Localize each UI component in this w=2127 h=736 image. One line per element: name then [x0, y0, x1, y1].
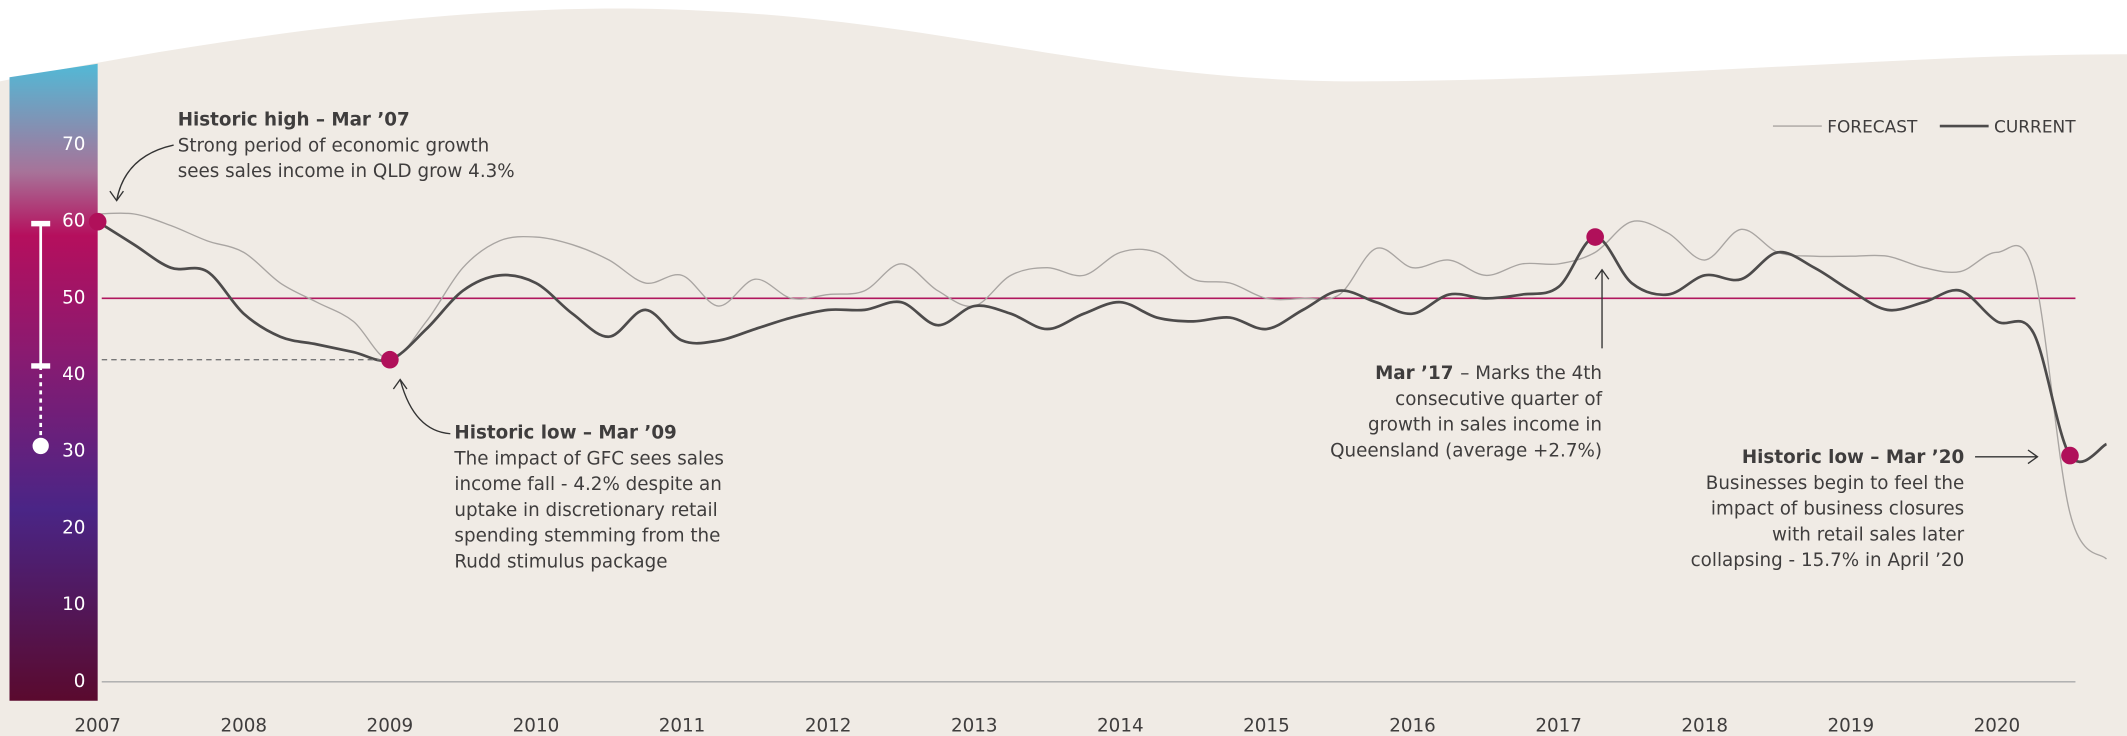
x-tick-label: 2008: [220, 716, 267, 736]
x-tick-label: 2010: [513, 716, 560, 736]
x-tick-label: 2019: [1828, 716, 1875, 736]
annotation-arrow: [115, 144, 174, 201]
annotation-line: The impact of GFC sees sales: [453, 448, 723, 469]
annotation-line: impact of business closures: [1711, 499, 1964, 520]
annotation-line: income fall - 4.2% despite an: [454, 474, 721, 495]
y-tick-label: 0: [74, 671, 86, 692]
annotation-line: with retail sales later: [1772, 524, 1965, 545]
series-line: [97, 212, 2108, 560]
y-tick-label: 60: [62, 211, 85, 232]
x-tick-label: 2018: [1681, 716, 1728, 736]
x-tick-label: 2014: [1097, 716, 1144, 736]
x-tick-label: 2017: [1535, 716, 1582, 736]
annotation: Mar ’17 – Marks the 4th: [1375, 363, 1602, 384]
legend-label: CURRENT: [1994, 116, 2076, 136]
x-tick-label: 2016: [1389, 716, 1436, 736]
highlight-point: [1586, 228, 1604, 246]
y-tick-label: 30: [62, 441, 85, 462]
annotation-line: sees sales income in QLD grow 4.3%: [178, 161, 515, 182]
legend: FORECAST CURRENT: [1772, 116, 2076, 136]
arrow-head: [392, 378, 408, 390]
annotation-label: Historic low – Mar ’09: [454, 423, 676, 444]
arrow-head: [109, 190, 124, 202]
x-tick-label: 2011: [659, 716, 706, 736]
x-tick-label: 2020: [1974, 716, 2021, 736]
annotation-label: Historic low – Mar ’20: [1742, 447, 1964, 468]
annotation-line: – Marks the 4th: [1460, 363, 1602, 384]
highlight-point: [88, 212, 107, 231]
annotation-line: spending stemming from the: [454, 526, 720, 547]
x-tick-label: 2007: [74, 716, 121, 736]
x-tick-label: 2015: [1243, 716, 1290, 736]
annotation-line: Queensland (average +2.7%): [1330, 440, 1602, 461]
annotation-arrow: [399, 379, 451, 435]
annotation-line: consecutive quarter of: [1395, 389, 1602, 410]
series-line: [96, 220, 2108, 464]
highlight-point: [381, 350, 399, 369]
arrow-head: [2027, 449, 2039, 465]
y-tick-label: 70: [62, 134, 85, 155]
x-tick-label: 2013: [951, 716, 998, 736]
y-tick-label: 10: [62, 594, 85, 615]
legend-label: FORECAST: [1827, 116, 1918, 136]
y-tick-label: 40: [62, 364, 85, 385]
annotation-label: Historic high – Mar ’07: [178, 110, 410, 131]
annotation-line: uptake in discretionary retail: [454, 500, 717, 521]
y-tick-label: 20: [62, 517, 85, 538]
x-tick-label: 2009: [367, 716, 414, 736]
annotation-line: Strong period of economic growth: [178, 135, 490, 156]
annotation-line: Rudd stimulus package: [454, 552, 667, 573]
slider: [31, 220, 51, 455]
highlight-point: [2061, 446, 2079, 465]
annotation-line: Businesses begin to feel the: [1706, 473, 1964, 494]
annotation-label: Mar ’17: [1375, 363, 1453, 384]
annotation-line: growth in sales income in: [1368, 415, 1602, 436]
annotation-line: collapsing - 15.7% in April ’20: [1691, 550, 1965, 571]
arrow-head: [1594, 268, 1610, 280]
y-tick-label: 50: [62, 287, 85, 308]
background: [0, 8, 2127, 736]
x-tick-label: 2012: [805, 716, 852, 736]
